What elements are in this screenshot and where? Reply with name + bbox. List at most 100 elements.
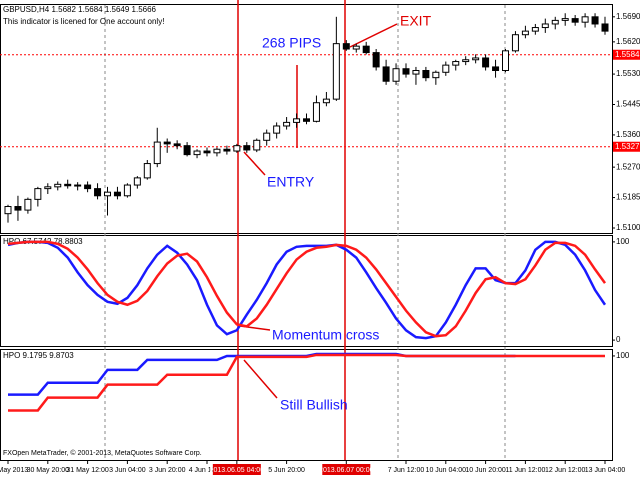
candle-body	[163, 141, 171, 145]
candle-body	[153, 141, 161, 165]
trend-pane	[0, 349, 613, 461]
x-tick-label: 11 Jun 12:00	[505, 467, 545, 474]
y-tick-label: 1.5530	[616, 69, 640, 78]
candle-body	[551, 19, 559, 25]
candle-body	[581, 16, 589, 23]
y-tick-label: 1.5690	[616, 12, 640, 21]
candle-body	[571, 18, 579, 23]
candle-body	[442, 64, 450, 73]
pointer	[243, 151, 266, 176]
y-tick-label: 100	[616, 351, 630, 360]
annotation: ENTRY	[267, 174, 315, 190]
candle-body	[322, 98, 330, 104]
pointer	[243, 359, 278, 399]
level-tag	[613, 141, 640, 152]
candle-body	[531, 27, 539, 32]
candle-body	[452, 61, 460, 66]
x-tick-label: 12 Jun 12:00	[545, 467, 586, 474]
x-tick-label: 2013.06.07 00:00	[319, 467, 374, 474]
candle-body	[412, 70, 420, 75]
candle-body	[263, 132, 271, 141]
y-tick-label: 100	[616, 237, 630, 246]
y-tick-label: 1.5360	[616, 130, 640, 139]
candle-body	[84, 184, 92, 190]
candle-body	[432, 71, 440, 79]
candle-body	[4, 206, 12, 215]
level-label: 1.5584	[615, 50, 640, 59]
candle-body	[243, 145, 251, 151]
x-tick-label: 10 Jun 04:00	[426, 467, 467, 474]
candle-body	[173, 143, 181, 147]
candle-body	[601, 23, 609, 32]
candle-body	[482, 57, 490, 68]
candle-body	[283, 121, 291, 127]
candle-body	[203, 150, 211, 154]
annotation: 268 PIPS	[262, 35, 321, 51]
candle-body	[253, 139, 261, 151]
indicator-title: HPO 9.1795 9.8703	[3, 351, 74, 360]
x-tick-label: 3 Jun 20:00	[149, 467, 186, 474]
candle-body	[372, 52, 380, 68]
candle-body	[104, 191, 111, 197]
candle-body	[332, 43, 340, 100]
level-tag	[613, 49, 640, 60]
candle-body	[521, 30, 529, 36]
x-tick-label: 31 May 12:00	[66, 467, 109, 474]
x-tick-label: 7 Jun 12:00	[388, 467, 425, 474]
x-tick-label: 30 May 2013	[0, 467, 28, 474]
chart-title: GBPUSD,H4 1.5682 1.5684 1.5649 1.5666	[3, 5, 157, 14]
candle-body	[233, 145, 241, 152]
footer: FXOpen MetaTrader, © 2001-2013, MetaQuot…	[3, 449, 202, 457]
candle-body	[352, 45, 360, 50]
candle-body	[492, 66, 500, 72]
price-pane	[0, 4, 613, 234]
candle-body	[143, 163, 151, 179]
y-tick-label: 1.5185	[616, 193, 640, 202]
candle-body	[213, 148, 221, 154]
candle-body	[14, 206, 22, 211]
candle-body	[223, 148, 231, 152]
x-tick-highlight	[212, 464, 261, 475]
candle-body	[511, 34, 519, 52]
indicator-line	[8, 353, 605, 412]
candle-body	[74, 184, 82, 187]
candle-body	[422, 70, 430, 79]
candle-body	[193, 150, 201, 156]
x-tick-label: 30 May 20:00	[27, 467, 70, 474]
candle-body	[382, 66, 390, 82]
y-tick-label: 0	[616, 335, 621, 344]
candle-body	[342, 43, 350, 50]
x-tick-label: 5 Jun 20:00	[268, 467, 305, 474]
x-tick-label: 13 Jun 04:00	[585, 467, 626, 474]
candle-body	[183, 145, 191, 156]
candle-body	[273, 125, 281, 134]
candle-body	[462, 59, 470, 63]
candle-body	[303, 118, 310, 122]
separators	[104, 5, 506, 460]
candle-body	[362, 45, 370, 54]
candle-body	[44, 186, 52, 190]
candle-body	[64, 183, 72, 187]
candle-body	[34, 188, 42, 200]
candle-body	[113, 191, 121, 197]
candle-body	[392, 68, 400, 82]
oscillator-pane	[0, 235, 613, 347]
x-tick-label: 2013.06.05 04:00	[210, 467, 265, 474]
level-label: 1.5327	[615, 142, 640, 151]
candle-body	[502, 50, 509, 72]
indicator-line	[7, 240, 607, 338]
candle-body	[402, 68, 410, 75]
candle-body	[123, 184, 131, 197]
y-tick-label: 1.5270	[616, 162, 640, 171]
y-tick-label: 1.5100	[616, 223, 640, 232]
candle-body	[293, 118, 301, 123]
license-note: This indicator is licened for One accoun…	[3, 17, 164, 26]
candle-body	[24, 198, 32, 211]
candle-body	[54, 183, 62, 188]
candle-body	[312, 102, 320, 122]
candle-body	[94, 188, 102, 197]
y-tick-label: 1.5620	[616, 37, 640, 46]
annotation: EXIT	[400, 13, 432, 29]
annotation: Momentum cross	[272, 327, 379, 343]
